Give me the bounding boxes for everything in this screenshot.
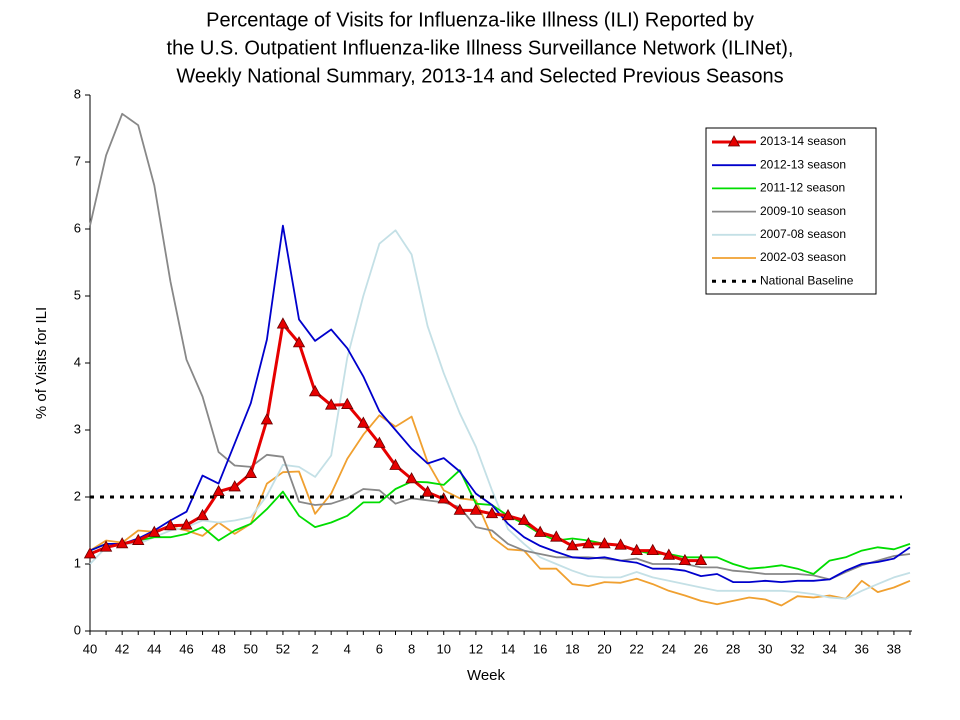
x-tick-label: 34 bbox=[822, 641, 836, 656]
marker bbox=[389, 458, 402, 470]
marker bbox=[405, 472, 418, 484]
x-tick-label: 2 bbox=[311, 641, 318, 656]
x-tick-label: 46 bbox=[179, 641, 193, 656]
marker bbox=[164, 518, 177, 531]
series-line bbox=[89, 322, 701, 563]
legend-label: 2007-08 season bbox=[760, 227, 846, 241]
marker bbox=[421, 485, 434, 497]
marker bbox=[614, 538, 627, 550]
x-tick-label: 26 bbox=[694, 641, 708, 656]
marker bbox=[582, 537, 595, 549]
y-tick-label: 0 bbox=[74, 622, 81, 637]
y-axis-title: % of Visits for ILI bbox=[33, 307, 50, 419]
marker bbox=[115, 537, 129, 549]
marker bbox=[148, 525, 161, 537]
marker bbox=[292, 336, 306, 348]
marker bbox=[566, 539, 579, 551]
legend-label: 2012-13 season bbox=[760, 157, 846, 171]
y-tick-label: 6 bbox=[74, 220, 81, 235]
x-tick-label: 12 bbox=[469, 641, 483, 656]
x-tick-label: 18 bbox=[565, 641, 579, 656]
x-tick-label: 42 bbox=[115, 641, 129, 656]
x-tick-label: 40 bbox=[83, 641, 97, 656]
legend-label: 2009-10 season bbox=[760, 204, 846, 218]
x-tick-label: 16 bbox=[533, 641, 547, 656]
marker bbox=[485, 506, 499, 519]
y-tick-label: 8 bbox=[74, 86, 81, 101]
y-tick-label: 1 bbox=[74, 555, 81, 570]
x-tick-label: 52 bbox=[276, 641, 290, 656]
marker bbox=[341, 397, 354, 409]
x-tick-label: 36 bbox=[855, 641, 869, 656]
x-tick-label: 44 bbox=[147, 641, 161, 656]
marker bbox=[308, 384, 322, 397]
y-tick-label: 5 bbox=[74, 287, 81, 302]
marker bbox=[678, 553, 692, 566]
y-tick-label: 7 bbox=[74, 153, 81, 168]
x-tick-label: 10 bbox=[436, 641, 450, 656]
legend-marker bbox=[727, 135, 741, 147]
marker bbox=[630, 543, 643, 555]
marker bbox=[501, 508, 515, 521]
x-tick-label: 28 bbox=[726, 641, 740, 656]
y-tick-label: 3 bbox=[74, 421, 81, 436]
x-tick-label: 6 bbox=[376, 641, 383, 656]
x-tick-label: 30 bbox=[758, 641, 772, 656]
legend-label: 2011-12 season bbox=[760, 181, 845, 195]
marker bbox=[276, 317, 290, 329]
x-tick-label: 24 bbox=[662, 641, 676, 656]
x-tick-label: 48 bbox=[211, 641, 225, 656]
x-tick-label: 8 bbox=[408, 641, 415, 656]
legend-label: 2013-14 season bbox=[760, 134, 846, 148]
y-tick-label: 2 bbox=[74, 488, 81, 503]
marker bbox=[196, 508, 209, 521]
legend-label: National Baseline bbox=[760, 273, 854, 287]
marker bbox=[517, 513, 531, 525]
chart-title: Weekly National Summary, 2013-14 and Sel… bbox=[176, 65, 783, 87]
x-tick-label: 22 bbox=[629, 641, 643, 656]
marker bbox=[373, 436, 386, 448]
marker bbox=[83, 547, 97, 559]
series-line bbox=[89, 414, 911, 607]
marker bbox=[99, 540, 113, 552]
chart-title: Percentage of Visits for Influenza-like … bbox=[206, 9, 754, 31]
marker bbox=[534, 525, 547, 537]
marker bbox=[324, 398, 338, 410]
marker bbox=[694, 553, 708, 566]
chart-title: the U.S. Outpatient Influenza-like Illne… bbox=[167, 37, 794, 59]
marker bbox=[180, 518, 193, 530]
x-tick-label: 4 bbox=[344, 641, 351, 656]
marker bbox=[453, 503, 466, 515]
marker bbox=[646, 543, 659, 555]
marker bbox=[357, 416, 370, 428]
x-tick-label: 20 bbox=[597, 641, 611, 656]
series-line bbox=[89, 469, 911, 575]
marker bbox=[212, 484, 225, 497]
marker bbox=[469, 503, 483, 515]
x-tick-label: 50 bbox=[244, 641, 258, 656]
marker bbox=[228, 480, 241, 492]
marker bbox=[598, 537, 611, 549]
y-tick-label: 4 bbox=[74, 354, 81, 369]
x-tick-label: 32 bbox=[790, 641, 804, 656]
marker bbox=[260, 413, 274, 425]
legend-label: 2002-03 season bbox=[760, 250, 846, 264]
marker bbox=[662, 548, 676, 560]
marker bbox=[244, 466, 257, 478]
marker bbox=[132, 533, 145, 545]
series-line bbox=[89, 112, 911, 581]
x-tick-label: 38 bbox=[887, 641, 901, 656]
marker bbox=[550, 530, 563, 542]
x-axis-title: Week bbox=[467, 667, 506, 684]
x-tick-label: 14 bbox=[501, 641, 515, 656]
